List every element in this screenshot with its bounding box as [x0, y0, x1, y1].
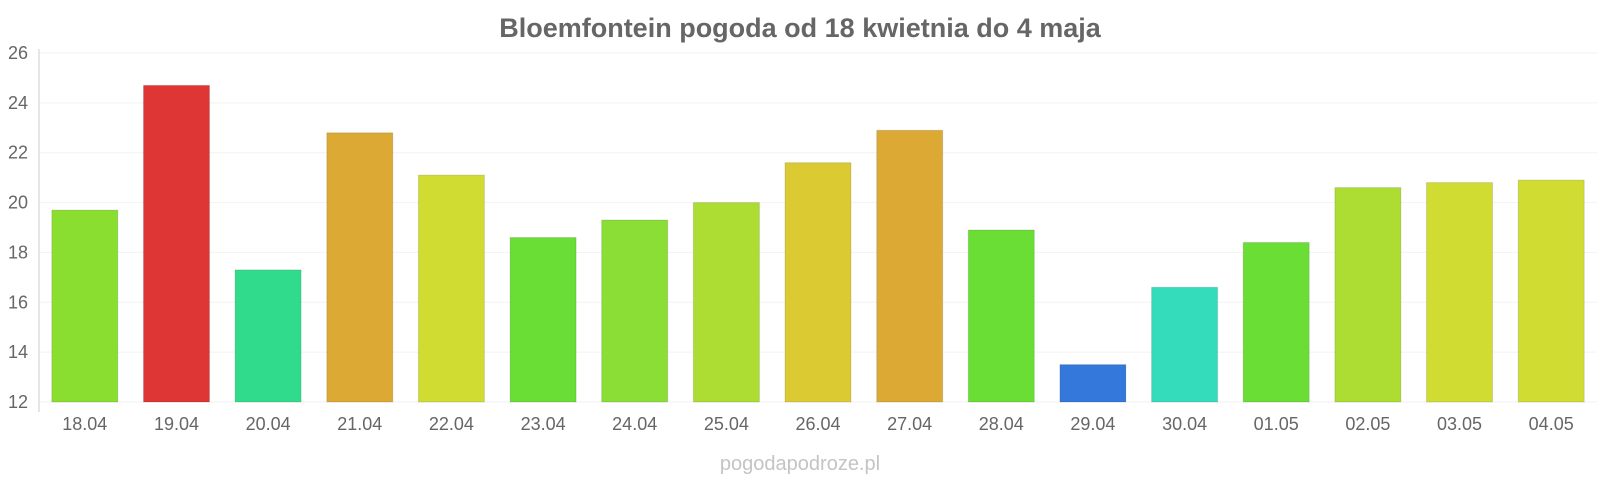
bar: [51, 209, 119, 403]
y-tick-label: 18: [8, 242, 28, 262]
bar: [326, 132, 394, 403]
bar: [784, 162, 852, 403]
x-tick-label: 26.04: [795, 414, 840, 434]
x-tick-label: 28.04: [979, 414, 1024, 434]
x-tick-label: 02.05: [1345, 414, 1390, 434]
bar: [143, 84, 210, 403]
x-tick-label: 20.04: [246, 414, 291, 434]
bars: [51, 84, 1585, 403]
bar: [1426, 182, 1493, 403]
x-tick-label: 04.05: [1529, 414, 1574, 434]
bar: [876, 129, 944, 403]
x-tick-label: 01.05: [1254, 414, 1299, 434]
y-tick-label: 14: [8, 342, 28, 362]
x-tick-label: 03.05: [1437, 414, 1482, 434]
bar: [1059, 364, 1127, 403]
chart-title: Bloemfontein pogoda od 18 kwietnia do 4 …: [499, 13, 1102, 43]
bar: [967, 229, 1035, 403]
bar: [509, 237, 577, 403]
bar: [601, 219, 669, 403]
bar: [1334, 187, 1402, 403]
x-tick-label: 27.04: [887, 414, 932, 434]
x-tick-label: 19.04: [154, 414, 199, 434]
y-tick-label: 20: [8, 193, 28, 213]
bar: [417, 174, 485, 403]
bar: [234, 269, 302, 403]
x-tick-label: 24.04: [612, 414, 657, 434]
x-tick-label: 21.04: [337, 414, 382, 434]
x-tick-label: 29.04: [1070, 414, 1115, 434]
y-tick-label: 24: [8, 93, 28, 113]
x-tick-label: 23.04: [521, 414, 566, 434]
bar: [692, 202, 760, 403]
watermark: pogodapodroze.pl: [720, 453, 880, 475]
x-tick-label: 18.04: [62, 414, 107, 434]
y-axis-ticks: 12 14 16 18 20 22 24 26: [8, 43, 28, 412]
bar: [1151, 286, 1219, 403]
y-tick-label: 22: [8, 143, 28, 163]
x-tick-label: 22.04: [429, 414, 474, 434]
x-tick-label: 25.04: [704, 414, 749, 434]
x-tick-label: 30.04: [1162, 414, 1207, 434]
y-tick-label: 16: [8, 292, 28, 312]
x-axis-ticks: 18.04 19.04 20.04 21.04 22.04 23.04 24.04 25.04…: [62, 414, 1573, 434]
bar: [1242, 242, 1310, 403]
y-tick-label: 12: [8, 392, 28, 412]
bar: [1517, 179, 1585, 403]
y-tick-label: 26: [8, 43, 28, 63]
